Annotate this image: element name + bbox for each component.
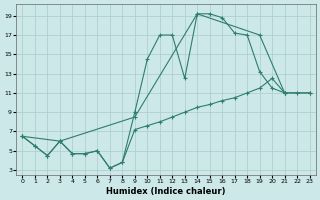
- X-axis label: Humidex (Indice chaleur): Humidex (Indice chaleur): [106, 187, 226, 196]
